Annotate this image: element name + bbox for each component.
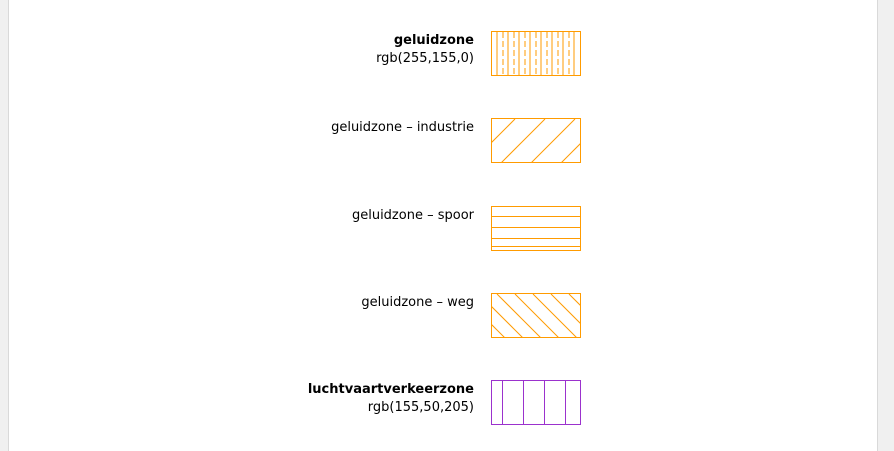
legend-item-geluidzone-weg: geluidzone – weg — [9, 293, 879, 339]
legend-item-geluidzone-industrie: geluidzone – industrie — [9, 118, 879, 164]
hatch-swatch-diagonal-forward — [491, 118, 581, 163]
legend-label-group: geluidzone – industrie — [331, 119, 474, 137]
legend-item-luchtvaartverkeerzone: luchtvaartverkeerzone rgb(155,50,205) — [9, 380, 879, 426]
legend-title: geluidzone – weg — [361, 295, 474, 310]
legend-title: luchtvaartverkeerzone — [307, 382, 474, 397]
legend-label-group: geluidzone rgb(255,155,0) — [376, 32, 474, 68]
legend-label-group: geluidzone – spoor — [352, 207, 474, 225]
legend-title: geluidzone — [393, 33, 474, 48]
legend-label-group: geluidzone – weg — [361, 294, 474, 312]
legend-item-geluidzone-spoor: geluidzone – spoor — [9, 206, 879, 252]
legend-subtitle: rgb(255,155,0) — [376, 51, 474, 66]
legend-title: geluidzone – industrie — [331, 120, 474, 135]
hatch-swatch-diagonal-back — [491, 293, 581, 338]
legend-label-group: luchtvaartverkeerzone rgb(155,50,205) — [308, 381, 474, 417]
legend-subtitle: rgb(155,50,205) — [367, 400, 474, 415]
legend-title: geluidzone – spoor — [351, 208, 474, 223]
hatch-swatch-vertical-dashed — [491, 31, 581, 76]
legend-item-geluidzone: geluidzone rgb(255,155,0) — [9, 31, 879, 77]
hatch-swatch-vertical — [491, 380, 581, 425]
legend-page: geluidzone rgb(255,155,0) — [8, 0, 878, 451]
hatch-swatch-horizontal — [491, 206, 581, 251]
